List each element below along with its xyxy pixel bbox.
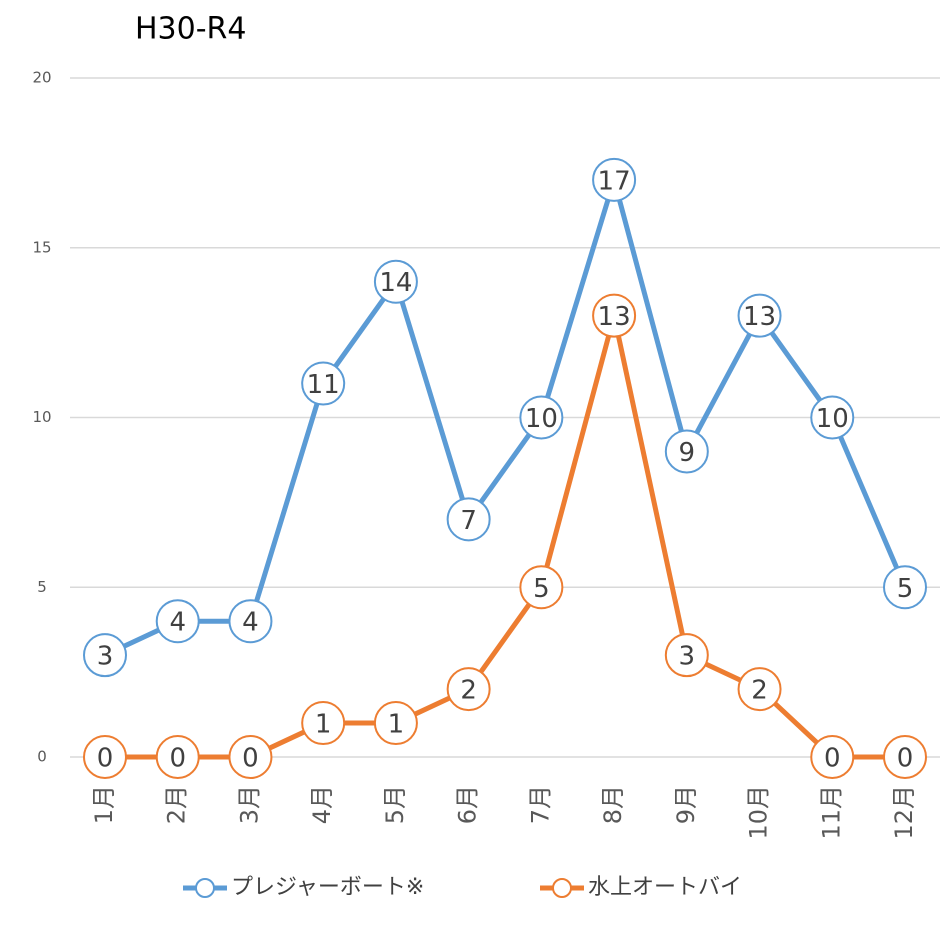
x-tick-label: 9月 bbox=[672, 785, 700, 824]
data-point bbox=[883, 735, 927, 779]
data-point bbox=[592, 157, 637, 202]
x-tick-label: 2月 bbox=[163, 785, 191, 824]
data-label: 4 bbox=[169, 608, 186, 638]
data-label: 10 bbox=[816, 404, 849, 434]
data-point bbox=[301, 361, 346, 406]
data-label: 1 bbox=[315, 710, 332, 740]
legend-marker bbox=[552, 878, 572, 898]
chart-title: H30-R4 bbox=[135, 12, 247, 47]
x-tick-label: 7月 bbox=[526, 785, 554, 824]
data-label: 5 bbox=[897, 574, 914, 604]
x-tick-label: 10月 bbox=[745, 785, 773, 840]
data-point bbox=[228, 599, 273, 644]
data-point bbox=[228, 735, 273, 779]
data-point bbox=[737, 667, 782, 712]
data-point bbox=[446, 497, 491, 542]
data-label: 3 bbox=[97, 642, 114, 672]
data-label: 0 bbox=[97, 744, 114, 774]
x-tick-label: 8月 bbox=[599, 785, 627, 824]
data-label: 0 bbox=[242, 744, 259, 774]
y-tick-label: 0 bbox=[37, 748, 47, 766]
x-tick-label: 11月 bbox=[817, 785, 845, 840]
data-label: 4 bbox=[242, 608, 259, 638]
data-point bbox=[83, 633, 127, 678]
data-label: 7 bbox=[460, 506, 477, 536]
data-point bbox=[519, 395, 564, 440]
x-tick-label: 1月 bbox=[90, 785, 118, 824]
data-label: 14 bbox=[379, 268, 412, 298]
data-label: 11 bbox=[307, 370, 340, 400]
data-label: 5 bbox=[533, 574, 550, 604]
x-tick-label: 6月 bbox=[454, 785, 482, 824]
x-tick-label: 3月 bbox=[235, 785, 263, 824]
data-label: 0 bbox=[824, 744, 841, 774]
data-point bbox=[373, 701, 418, 746]
legend-label: 水上オートバイ bbox=[588, 875, 742, 900]
data-point bbox=[664, 429, 709, 474]
y-tick-label: 20 bbox=[32, 69, 51, 87]
data-point bbox=[83, 735, 127, 779]
series-line bbox=[105, 313, 905, 760]
y-tick-label: 5 bbox=[37, 578, 47, 596]
data-label: 0 bbox=[169, 744, 186, 774]
data-point bbox=[373, 259, 418, 304]
data-point bbox=[810, 395, 855, 440]
data-label: 2 bbox=[751, 676, 768, 706]
data-point bbox=[155, 599, 200, 644]
data-point bbox=[155, 735, 200, 779]
data-label: 9 bbox=[679, 438, 696, 468]
data-point bbox=[664, 633, 709, 678]
legend-label: プレジャーボート※ bbox=[231, 875, 424, 900]
data-point bbox=[883, 565, 927, 610]
data-label: 3 bbox=[679, 642, 696, 672]
legend-marker bbox=[195, 878, 215, 898]
data-label: 1 bbox=[388, 710, 405, 740]
data-point bbox=[737, 293, 782, 338]
data-point bbox=[810, 735, 855, 779]
data-point bbox=[592, 293, 637, 338]
data-label: 0 bbox=[897, 744, 914, 774]
data-label: 2 bbox=[460, 676, 477, 706]
y-tick-label: 10 bbox=[32, 408, 51, 426]
y-tick-label: 15 bbox=[32, 238, 51, 256]
data-label: 13 bbox=[598, 302, 631, 332]
data-label: 10 bbox=[525, 404, 558, 434]
x-tick-label: 12月 bbox=[890, 785, 918, 840]
data-point bbox=[446, 667, 491, 712]
data-point bbox=[519, 565, 564, 610]
x-tick-label: 5月 bbox=[381, 785, 409, 824]
data-point bbox=[301, 701, 346, 746]
data-label: 17 bbox=[598, 166, 631, 196]
x-tick-label: 4月 bbox=[308, 785, 336, 824]
data-label: 13 bbox=[743, 302, 776, 332]
